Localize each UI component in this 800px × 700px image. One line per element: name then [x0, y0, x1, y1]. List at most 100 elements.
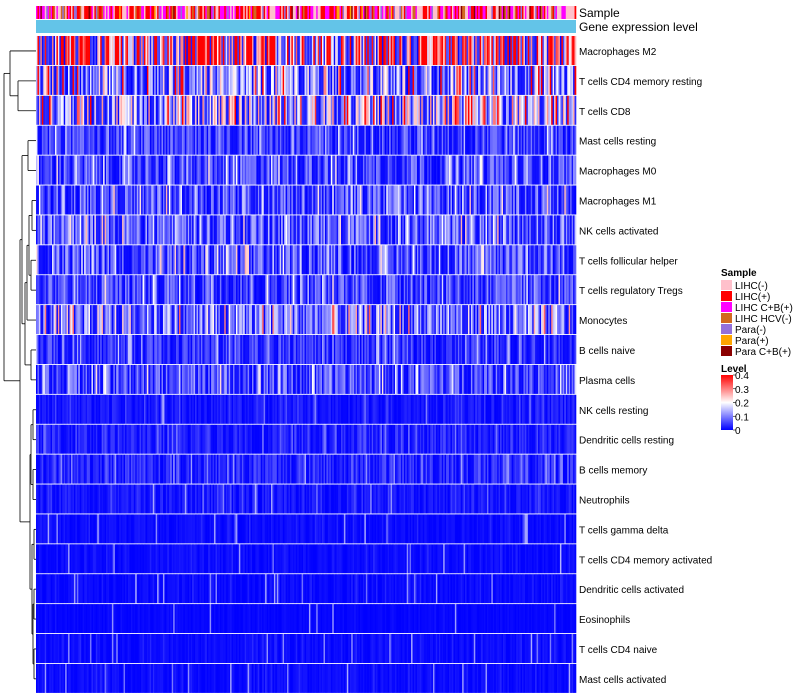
- heatmap-cell: [441, 245, 444, 275]
- heatmap-cell: [300, 36, 302, 65]
- sample-annotation-cell: [307, 6, 310, 19]
- heatmap-cell: [297, 36, 300, 65]
- heatmap-cell: [511, 185, 514, 215]
- heatmap-cell: [187, 125, 190, 155]
- heatmap-cell: [335, 305, 337, 335]
- heatmap-cell: [449, 125, 451, 155]
- heatmap-cell: [222, 36, 225, 65]
- heatmap-cell: [127, 185, 130, 215]
- heatmap-cell: [450, 185, 453, 215]
- heatmap-cell: [361, 245, 364, 275]
- heatmap-cell: [132, 95, 135, 125]
- heatmap-cell: [508, 125, 511, 155]
- heatmap-cell: [149, 36, 152, 65]
- heatmap-cell: [108, 95, 111, 125]
- sample-annotation-cell: [548, 6, 551, 19]
- heatmap-cell: [145, 394, 148, 424]
- heatmap-cell: [231, 335, 234, 364]
- heatmap-cell: [161, 245, 164, 275]
- heatmap-cell: [542, 275, 545, 305]
- heatmap-cell: [246, 36, 248, 65]
- heatmap-cell: [355, 245, 358, 275]
- heatmap-cell: [395, 275, 397, 305]
- heatmap-cell: [190, 275, 193, 305]
- heatmap-cell: [574, 275, 577, 305]
- heatmap-cell: [535, 364, 537, 394]
- heatmap-cell: [519, 155, 521, 185]
- heatmap-cell: [103, 305, 105, 335]
- heatmap-cell: [568, 364, 571, 394]
- heatmap-cell: [456, 275, 459, 305]
- heatmap-cell: [52, 275, 54, 305]
- heatmap-cell: [279, 95, 282, 125]
- heatmap-cell: [206, 155, 209, 185]
- heatmap-cell: [425, 95, 428, 125]
- heatmap-cell: [532, 215, 534, 245]
- heatmap-cell: [510, 215, 513, 245]
- heatmap-cell: [132, 215, 135, 245]
- heatmap-cell: [49, 95, 51, 125]
- heatmap-cell: [352, 65, 355, 95]
- heatmap-cell: [195, 215, 197, 245]
- heatmap-cell: [228, 65, 231, 95]
- heatmap-cell: [40, 335, 43, 364]
- sample-annotation-cell: [400, 6, 403, 19]
- heatmap-cell: [252, 65, 254, 95]
- sample-annotation-cell: [419, 6, 422, 19]
- heatmap-cell: [222, 125, 225, 155]
- heatmap-cell: [431, 36, 434, 65]
- heatmap-cell: [110, 155, 113, 185]
- heatmap-cell: [317, 275, 320, 305]
- heatmap-cell: [209, 335, 212, 364]
- heatmap-cell: [94, 36, 97, 65]
- heatmap-cell: [53, 95, 56, 125]
- heatmap-cell: [54, 36, 57, 65]
- heatmap-cell: [549, 185, 552, 215]
- heatmap-cell: [301, 95, 304, 125]
- heatmap-cell: [450, 335, 453, 364]
- heatmap-cell: [62, 364, 65, 394]
- heatmap-cell: [516, 125, 518, 155]
- sample-annotation-cell: [281, 6, 283, 19]
- heatmap-cell: [187, 36, 190, 65]
- heatmap-cell: [203, 36, 206, 65]
- heatmap-cell: [434, 155, 437, 185]
- heatmap-cell: [44, 335, 47, 364]
- heatmap-cell: [133, 155, 136, 185]
- sample-annotation-cell: [151, 6, 154, 19]
- heatmap-cell: [424, 65, 426, 95]
- heatmap-cell: [418, 65, 421, 95]
- sample-annotation-cell: [219, 6, 222, 19]
- heatmap-cell: [465, 215, 467, 245]
- heatmap-cell: [289, 95, 292, 125]
- sample-annotation-cell: [167, 6, 170, 19]
- heatmap-cell: [63, 185, 66, 215]
- heatmap-cell: [138, 305, 140, 335]
- heatmap-cell: [456, 245, 459, 275]
- heatmap-cell: [549, 335, 552, 364]
- heatmap-cell: [256, 364, 259, 394]
- heatmap-cell: [263, 95, 266, 125]
- heatmap-cell: [447, 125, 450, 155]
- heatmap-cell: [228, 155, 231, 185]
- heatmap-cell: [130, 36, 133, 65]
- heatmap-cell: [430, 95, 432, 125]
- heatmap-cell: [234, 125, 237, 155]
- heatmap-cell: [543, 125, 546, 155]
- heatmap-cell: [497, 185, 499, 215]
- heatmap-cell: [37, 364, 40, 394]
- heatmap-cell: [501, 95, 504, 125]
- heatmap-cell: [513, 95, 516, 125]
- heatmap-cell: [457, 275, 460, 305]
- heatmap-cell: [529, 215, 532, 245]
- heatmap-cell: [244, 185, 247, 215]
- heatmap-cell: [540, 65, 543, 95]
- heatmap-cell: [103, 245, 105, 275]
- heatmap-cell: [304, 364, 307, 394]
- sample-annotation-cell: [224, 6, 227, 19]
- heatmap-cell: [73, 65, 76, 95]
- sample-annotation-cell: [402, 6, 405, 19]
- heatmap-cell: [97, 305, 100, 335]
- heatmap-cell: [503, 95, 505, 125]
- heatmap-cell: [495, 95, 498, 125]
